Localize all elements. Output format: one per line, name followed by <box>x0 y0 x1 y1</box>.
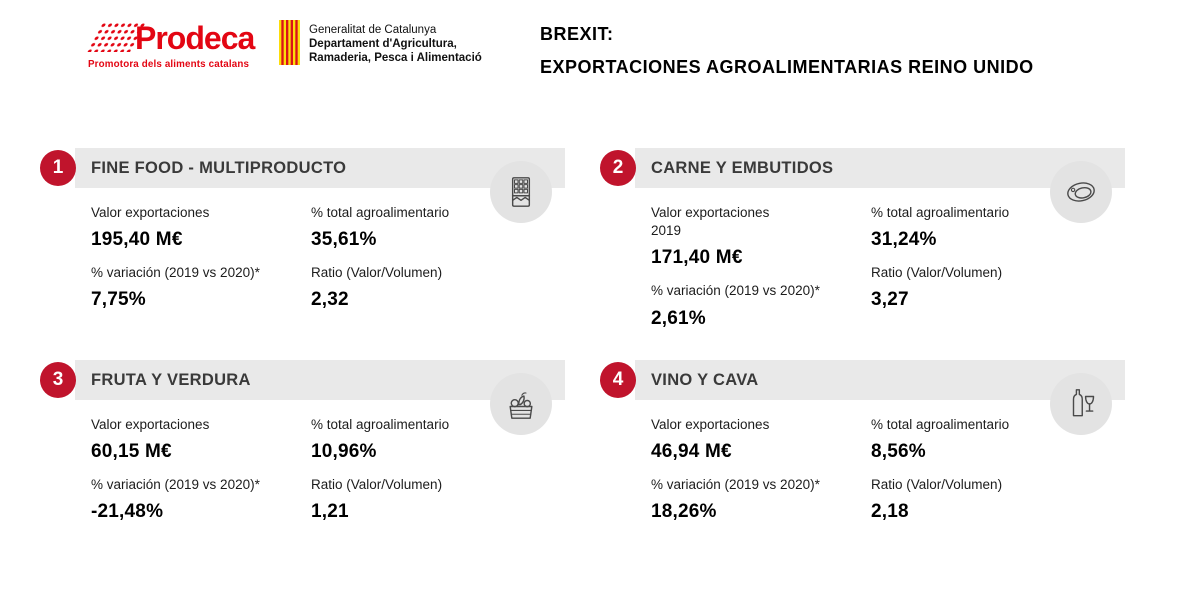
card-header-bar: VINO Y CAVA <box>635 360 1125 400</box>
ratio-value: 3,27 <box>871 289 909 311</box>
card-number-badge: 1 <box>40 150 76 186</box>
ratio-label: Ratio (Valor/Volumen) <box>311 477 443 493</box>
card-header-bar: FRUTA Y VERDURA <box>75 360 565 400</box>
total-agroalimentario-label: % total agroalimentario <box>311 205 450 220</box>
ratio-value: 1,21 <box>311 501 349 523</box>
card-title: FRUTA Y VERDURA <box>91 370 251 389</box>
prodeca-logo-text: Prodeca <box>135 20 255 56</box>
variacion-label: % variación (2019 vs 2020)* <box>651 283 820 299</box>
chocolate-bar-icon <box>490 161 552 223</box>
card-header-bar: CARNE Y EMBUTIDOS <box>635 148 1125 188</box>
card-vino-cava: 4 VINO Y CAVA Valor exportaciones 46,94 … <box>600 360 1125 572</box>
variacion-label: % variación (2019 vs 2020)* <box>651 477 820 493</box>
card-title: FINE FOOD - MULTIPRODUCTO <box>91 158 347 177</box>
card-title: VINO Y CAVA <box>651 370 759 389</box>
stat-cards-grid: 1 FINE FOOD - MULTIPRODUCTO <box>40 148 1125 572</box>
variacion-value: 7,75% <box>91 289 146 311</box>
card-fruta-verdura: 3 FRUTA Y VERDURA Valor exportaciones <box>40 360 565 572</box>
variacion-value: 18,26% <box>651 501 717 523</box>
departament-line-2: Ramaderia, Pesca i Alimentació <box>309 52 482 65</box>
page-title: BREXIT: EXPORTACIONES AGROALIMENTARIAS R… <box>540 24 1034 78</box>
ratio-label: Ratio (Valor/Volumen) <box>311 265 443 281</box>
variacion-label: % variación (2019 vs 2020)* <box>91 477 260 493</box>
prodeca-logo: Prodeca Promotora dels aliments catalans <box>86 20 255 70</box>
valor-exportaciones-label: Valor exportaciones 2019 <box>651 205 770 239</box>
card-number-badge: 2 <box>600 150 636 186</box>
card-number-badge: 3 <box>40 362 76 398</box>
valor-exportaciones-value: 60,15 M€ <box>91 441 172 463</box>
generalitat-name: Generalitat de Catalunya <box>309 24 437 36</box>
steak-icon <box>1050 161 1112 223</box>
total-agroalimentario-value: 8,56% <box>871 441 926 463</box>
generalitat-logo: Generalitat de Catalunya Departament d'A… <box>279 20 482 65</box>
total-agroalimentario-label: % total agroalimentario <box>311 417 450 432</box>
vegetable-crate-icon <box>490 373 552 435</box>
card-title: CARNE Y EMBUTIDOS <box>651 158 834 177</box>
total-agroalimentario-value: 10,96% <box>311 441 377 463</box>
valor-exportaciones-label: Valor exportaciones <box>651 417 770 432</box>
card-carne-embutidos: 2 CARNE Y EMBUTIDOS Valor exportaciones … <box>600 148 1125 360</box>
ratio-value: 2,18 <box>871 501 909 523</box>
variacion-label: % variación (2019 vs 2020)* <box>91 265 260 281</box>
total-agroalimentario-label: % total agroalimentario <box>871 205 1010 220</box>
card-number-badge: 4 <box>600 362 636 398</box>
variacion-value: -21,48% <box>91 501 164 523</box>
variacion-value: 2,61% <box>651 307 706 329</box>
page-header: Prodeca Promotora dels aliments catalans… <box>0 0 1200 130</box>
valor-exportaciones-label: Valor exportaciones <box>91 417 210 432</box>
departament-line-1: Departament d'Agricultura, <box>309 38 457 51</box>
ratio-value: 2,32 <box>311 289 349 311</box>
card-header-bar: FINE FOOD - MULTIPRODUCTO <box>75 148 565 188</box>
total-agroalimentario-value: 35,61% <box>311 229 377 251</box>
page-title-line-2: EXPORTACIONES AGROALIMENTARIAS REINO UNI… <box>540 57 1034 77</box>
prodeca-tagline: Promotora dels aliments catalans <box>88 59 250 70</box>
valor-exportaciones-value: 171,40 M€ <box>651 247 743 269</box>
valor-exportaciones-value: 46,94 M€ <box>651 441 732 463</box>
valor-exportaciones-label: Valor exportaciones <box>91 205 210 220</box>
valor-exportaciones-value: 195,40 M€ <box>91 229 183 251</box>
page-title-line-1: BREXIT: <box>540 24 614 44</box>
ratio-label: Ratio (Valor/Volumen) <box>871 477 1003 493</box>
ratio-label: Ratio (Valor/Volumen) <box>871 265 1003 281</box>
total-agroalimentario-value: 31,24% <box>871 229 937 251</box>
total-agroalimentario-label: % total agroalimentario <box>871 417 1010 432</box>
wine-bottle-glass-icon <box>1050 373 1112 435</box>
card-fine-food: 1 FINE FOOD - MULTIPRODUCTO <box>40 148 565 360</box>
senyera-flag-icon <box>279 20 300 65</box>
